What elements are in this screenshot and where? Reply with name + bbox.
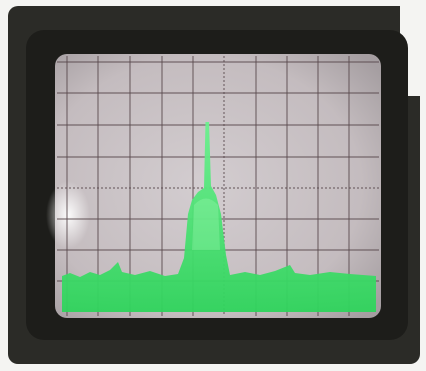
glare bbox=[46, 181, 90, 249]
oscilloscope-photo bbox=[0, 0, 426, 371]
page bbox=[0, 0, 426, 371]
trace-highlight bbox=[192, 199, 220, 251]
